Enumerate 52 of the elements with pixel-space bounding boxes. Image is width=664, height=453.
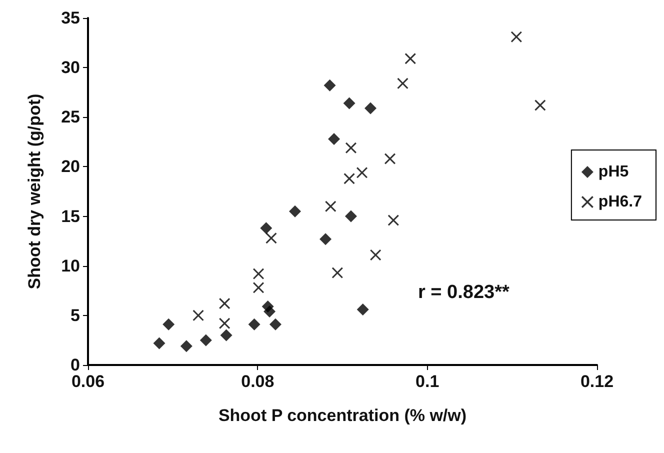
- point: [370, 249, 382, 260]
- x-axis-title: Shoot P concentration (% w/w): [218, 406, 467, 425]
- point: [264, 305, 276, 318]
- x-tick-label: 0.12: [580, 372, 614, 391]
- point: [162, 318, 175, 330]
- point: [388, 214, 399, 226]
- point: [404, 53, 416, 64]
- point: [356, 303, 369, 316]
- legend-label: pH6.7: [598, 194, 642, 210]
- point: [534, 100, 546, 111]
- point: [253, 282, 264, 294]
- y-tick-label: 35: [61, 8, 80, 28]
- point: [288, 205, 301, 218]
- annotation: r = 0.823**: [418, 282, 510, 303]
- point: [260, 222, 272, 234]
- point: [219, 318, 230, 329]
- point: [384, 153, 396, 164]
- y-tick-label: 10: [61, 256, 80, 276]
- x-tick-label: 0.06: [71, 372, 105, 391]
- point: [344, 210, 357, 222]
- y-tick-label: 15: [61, 206, 80, 226]
- x-tick-label: 0.08: [241, 372, 274, 391]
- y-tick-label: 30: [61, 58, 80, 78]
- y-tick-label: 25: [61, 108, 80, 127]
- legend-label: pH5: [598, 164, 629, 180]
- point: [153, 337, 166, 350]
- point: [343, 97, 356, 110]
- point: [345, 142, 356, 154]
- point: [220, 329, 232, 342]
- point: [364, 102, 376, 114]
- point: [356, 167, 368, 178]
- y-tick-label: 0: [70, 356, 80, 374]
- y-tick-label: 20: [61, 157, 80, 176]
- point: [510, 31, 522, 42]
- point: [324, 79, 336, 92]
- point: [200, 334, 212, 346]
- point: [320, 233, 332, 246]
- y-tick-label: 5: [70, 306, 80, 325]
- x-tick-label: 0.1: [416, 372, 440, 391]
- point: [397, 78, 408, 89]
- point: [328, 132, 340, 145]
- point: [219, 298, 230, 310]
- point: [332, 267, 343, 278]
- point: [192, 310, 204, 321]
- point: [269, 318, 282, 330]
- point: [325, 200, 336, 212]
- y-axis-title: Shoot dry weight (g/pot): [25, 94, 44, 290]
- point: [253, 268, 264, 280]
- point: [180, 340, 192, 352]
- point: [266, 232, 277, 244]
- point: [248, 318, 260, 330]
- point: [344, 173, 355, 184]
